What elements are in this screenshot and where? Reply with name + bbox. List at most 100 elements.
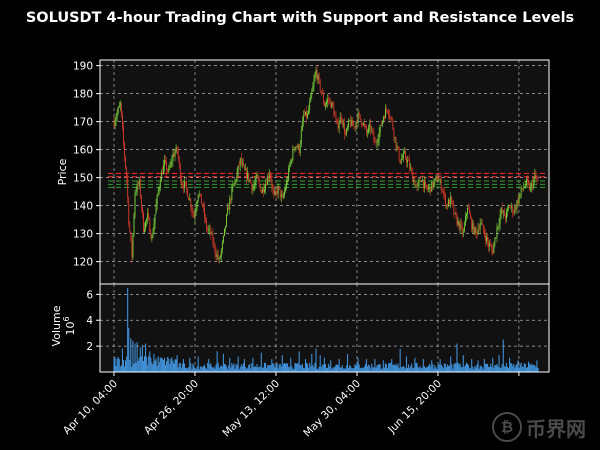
candle — [457, 216, 459, 227]
candle — [130, 231, 132, 243]
volume-bar — [135, 362, 137, 372]
candle-body — [337, 123, 339, 129]
volume-bar — [472, 366, 474, 372]
candle — [392, 117, 394, 131]
price-panel: 120 130 140 150 160 170 180 190 Price — [56, 59, 550, 285]
volume-bar — [116, 358, 118, 372]
candle-body — [367, 132, 369, 133]
candle — [296, 143, 298, 149]
candle-body — [174, 152, 176, 157]
volume-bar — [125, 360, 127, 372]
candle-body — [477, 228, 479, 234]
candle — [151, 234, 153, 243]
volume-bar — [243, 359, 246, 372]
candle-body — [386, 109, 387, 111]
volume-bar — [362, 367, 364, 372]
svg-text:106: 106 — [62, 316, 77, 335]
candle — [376, 139, 378, 149]
candle — [354, 126, 356, 131]
volume-bar — [529, 363, 531, 372]
candle-body — [323, 102, 325, 107]
candle — [213, 237, 215, 249]
volume-bar — [216, 351, 218, 372]
candle — [269, 168, 271, 183]
candle — [411, 166, 413, 176]
candle — [266, 177, 268, 187]
candle — [299, 140, 301, 157]
candle-body — [496, 227, 498, 238]
candle — [508, 204, 509, 212]
volume-bar — [147, 365, 149, 372]
candle — [428, 184, 430, 193]
candle — [534, 168, 536, 184]
candle — [499, 209, 501, 230]
candle-body — [397, 146, 399, 149]
candle — [394, 136, 396, 144]
volume-bar — [159, 357, 161, 372]
candle-body — [135, 191, 137, 194]
volume-bar — [413, 367, 415, 372]
volume-bar — [202, 366, 204, 372]
candle — [153, 218, 155, 234]
volume-bar — [193, 365, 195, 372]
candle — [157, 186, 159, 197]
candle — [318, 71, 320, 84]
candle-body — [357, 112, 359, 124]
candle-body — [475, 227, 477, 233]
candle-body — [470, 213, 472, 219]
candle-body — [298, 145, 300, 153]
candle-body — [268, 176, 270, 178]
candle — [509, 204, 511, 208]
candle-body — [279, 188, 281, 198]
candle-body — [175, 147, 177, 153]
candle — [313, 74, 315, 92]
candle — [416, 182, 418, 192]
candle-body — [389, 115, 391, 118]
candle — [476, 230, 478, 240]
volume-bar — [374, 359, 376, 372]
candle-body — [374, 140, 376, 143]
candle-body — [123, 127, 124, 144]
volume-bar — [434, 365, 436, 372]
volume-bar — [408, 364, 410, 372]
candle — [161, 166, 163, 175]
candle-body — [169, 166, 171, 169]
candle — [312, 82, 314, 92]
candle-body — [387, 110, 388, 111]
candle — [310, 93, 312, 103]
volume-bar — [379, 364, 381, 372]
volume-bar — [388, 363, 390, 372]
candle — [485, 233, 487, 245]
volume-bar — [426, 366, 429, 372]
candle-body — [534, 174, 536, 180]
candle-body — [246, 169, 248, 179]
candle — [500, 206, 502, 220]
candle-body — [191, 207, 193, 211]
candle — [363, 118, 365, 130]
candle-body — [302, 114, 304, 122]
volume-bar — [282, 364, 284, 372]
candle-body — [195, 207, 197, 213]
volume-bar — [149, 351, 151, 372]
candle — [520, 185, 522, 199]
volume-axis-label: Volume — [50, 305, 63, 346]
volume-bar — [480, 365, 482, 372]
volume-bar — [146, 357, 148, 372]
volume-bar — [171, 357, 173, 372]
candle — [270, 171, 272, 182]
candle-body — [146, 218, 148, 222]
candle-body — [450, 196, 452, 205]
volume-bar — [233, 363, 235, 372]
candle-body — [512, 205, 514, 214]
candle — [514, 203, 516, 216]
volume-exponent-base: 10 — [64, 322, 77, 336]
candle — [156, 193, 158, 211]
candle — [366, 124, 367, 137]
candle-body — [121, 115, 123, 128]
candle — [184, 175, 185, 193]
candle — [358, 110, 360, 119]
volume-bar — [420, 368, 422, 372]
candle-body — [407, 160, 408, 163]
candle — [144, 222, 145, 234]
candle-body — [498, 223, 500, 227]
